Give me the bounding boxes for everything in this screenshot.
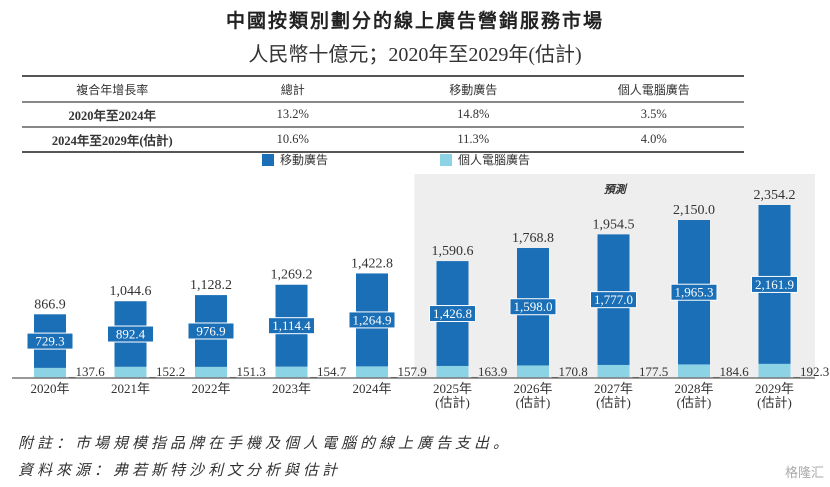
total-value-label: 1,044.6 (110, 284, 152, 299)
x-tick-label: 2024年 (352, 381, 391, 396)
table-cell: 10.6% (202, 127, 383, 153)
watermark: 格隆汇 (784, 466, 824, 481)
table-header: 總計 (202, 75, 383, 103)
table-cell: 11.3% (383, 127, 564, 153)
table-header: 移動廣告 (383, 75, 564, 103)
mobile-label-box (670, 283, 718, 301)
pc-value-label: _163.9 (471, 364, 508, 379)
mobile-label-box (348, 311, 396, 329)
bar-pc (436, 365, 469, 378)
bar-pc (517, 365, 549, 378)
mobile-value-label: 1,426.8 (433, 306, 472, 321)
x-tick-label: 2025年 (433, 381, 472, 396)
mobile-value-label: 976.9 (196, 323, 225, 338)
legend-item-mobile: 移動廣告 (262, 151, 328, 168)
bar-pc (678, 364, 710, 378)
mobile-label-box (187, 322, 235, 340)
mobile-label-box (590, 291, 637, 309)
x-tick-label: 2021年 (111, 381, 150, 396)
source-note: 資料來源：弗若斯特沙利文分析與估計 (18, 463, 342, 479)
total-value-label: 1,590.6 (432, 244, 474, 259)
legend-label: 移動廣告 (280, 153, 329, 167)
mobile-value-label: 1,264.9 (353, 312, 392, 327)
chart-subtitle: 人民幣十億元；2020年至2029年(估計) (248, 44, 582, 66)
total-value-label: 1,768.8 (512, 231, 554, 246)
x-tick-sublabel: (估計) (516, 395, 551, 410)
table-cell: 4.0% (563, 127, 744, 153)
mobile-value-label: 1,598.0 (514, 299, 553, 314)
bar-pc (114, 366, 147, 378)
mobile-value-label: 892.4 (116, 327, 146, 342)
forecast-label: 預測 (604, 183, 628, 196)
total-value-label: 1,128.2 (190, 278, 232, 293)
pc-value-label: _192.3 (793, 364, 830, 379)
pc-value-label: _184.6 (712, 364, 749, 379)
mobile-label-box (751, 275, 798, 293)
bar-pc (758, 363, 791, 378)
cagr-table: 複合年增長率 總計 移動廣告 個人電腦廣告 2020年至2024年 13.2% … (22, 75, 744, 153)
x-tick-label: 2022年 (191, 381, 230, 396)
x-tick-label: 2027年 (594, 381, 633, 396)
bar-pc (275, 366, 308, 378)
pc-value-label: _154.7 (310, 364, 347, 379)
x-tick-label: 2023年 (272, 381, 311, 396)
legend-swatch (440, 153, 452, 166)
mobile-label-box (268, 317, 315, 335)
pc-value-label: _157.9 (390, 364, 427, 379)
x-tick-label: 2028年 (674, 381, 713, 396)
table-cell: 13.2% (202, 102, 383, 128)
total-value-label: 866.9 (34, 297, 66, 312)
x-tick-sublabel: (估計) (596, 395, 631, 410)
x-tick-sublabel: (估計) (435, 395, 470, 410)
total-value-label: 2,354.2 (754, 188, 796, 203)
chart-title: 中國按類別劃分的線上廣告營銷服務市場 (225, 10, 604, 32)
total-value-label: 1,954.5 (593, 217, 635, 232)
x-tick-label: 2026年 (513, 381, 552, 396)
table-header: 複合年增長率 (22, 75, 203, 103)
bar-pc (597, 364, 630, 378)
pc-value-label: _151.3 (229, 364, 266, 379)
total-value-label: 1,422.8 (351, 256, 393, 271)
pc-value-label: _137.6 (68, 364, 105, 379)
footnote: 附註：市場規模指品牌在手機及個人電腦的線上廣告支出。 (18, 436, 513, 452)
mobile-value-label: 2,161.9 (755, 277, 794, 292)
table-row: 2020年至2024年 13.2% 14.8% 3.5% (22, 102, 744, 128)
x-tick-sublabel: (估計) (677, 395, 712, 410)
mobile-value-label: 729.3 (35, 334, 64, 349)
total-value-label: 1,269.2 (271, 268, 313, 283)
table-row: 2024年至2029年(估計) 10.6% 11.3% 4.0% (22, 127, 744, 153)
table-cell: 14.8% (383, 102, 564, 128)
legend-label: 個人電腦廣告 (458, 153, 531, 167)
table-header-row: 複合年增長率 總計 移動廣告 個人電腦廣告 (22, 75, 744, 103)
table-cell: 2024年至2029年(估計) (22, 127, 203, 153)
bar-pc (356, 366, 388, 378)
legend-item-pc: 個人電腦廣告 (440, 151, 530, 168)
mobile-label-box (509, 298, 557, 316)
bar-pc (34, 367, 66, 378)
mobile-value-label: 1,965.3 (675, 285, 714, 300)
x-tick-sublabel: (估計) (757, 395, 792, 410)
mobile-label-box (429, 305, 476, 323)
pc-value-label: _177.5 (632, 364, 669, 379)
mobile-value-label: 1,777.0 (594, 292, 633, 307)
pc-value-label: _170.8 (551, 364, 588, 379)
legend-swatch (262, 153, 274, 166)
pc-value-label: _152.2 (149, 364, 186, 379)
mobile-label-box (26, 332, 74, 350)
table-cell: 3.5% (563, 102, 744, 128)
table-header: 個人電腦廣告 (563, 75, 744, 103)
table-cell: 2020年至2024年 (22, 102, 203, 128)
mobile-label-box (107, 325, 154, 343)
x-tick-label: 2020年 (30, 381, 69, 396)
mobile-value-label: 1,114.4 (272, 318, 311, 333)
total-value-label: 2,150.0 (673, 203, 715, 218)
bar-pc (195, 366, 227, 378)
x-tick-label: 2029年 (755, 381, 794, 396)
